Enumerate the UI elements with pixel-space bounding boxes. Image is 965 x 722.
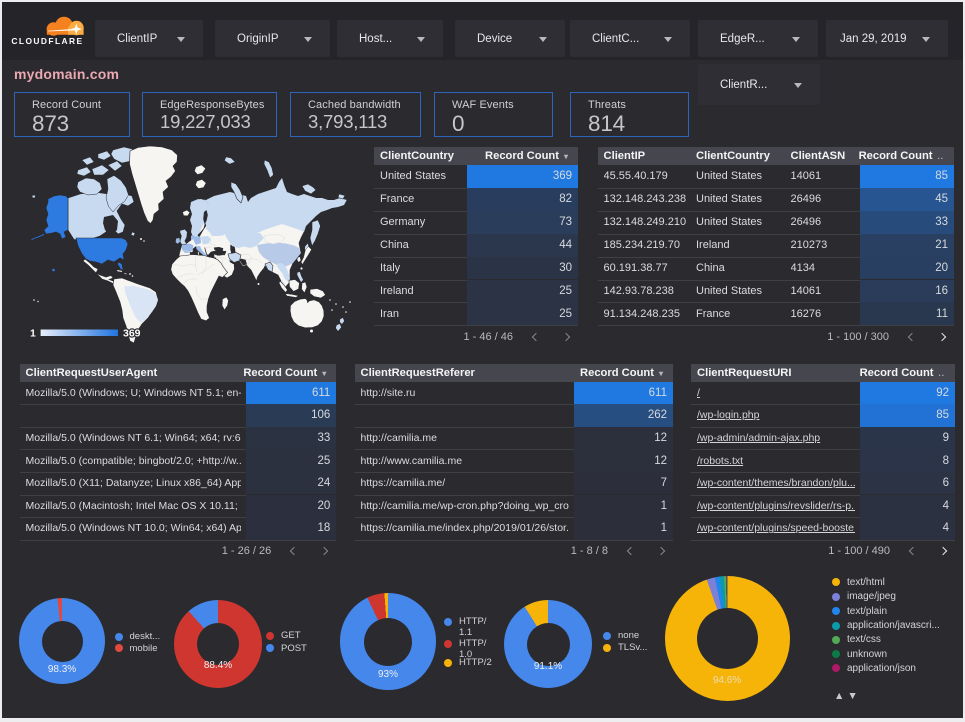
svg-text:1: 1	[30, 328, 36, 340]
svg-text:CLOUDFLARE: CLOUDFLARE	[11, 36, 83, 46]
svg-text:369: 369	[123, 328, 141, 340]
